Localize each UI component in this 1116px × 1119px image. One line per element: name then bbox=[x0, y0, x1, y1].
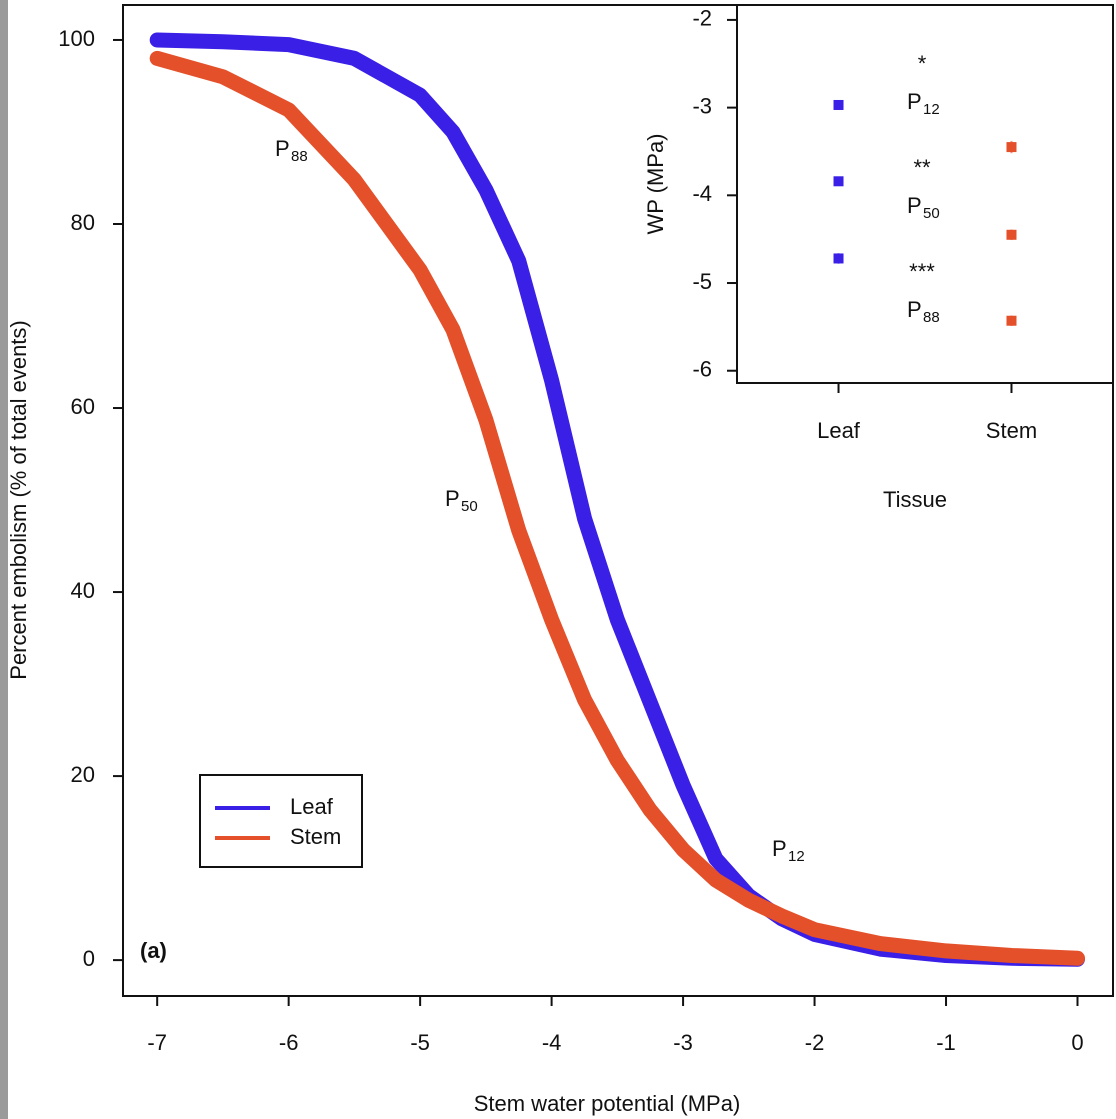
y-tick-label: 0 bbox=[83, 946, 95, 971]
point bbox=[833, 99, 844, 110]
significance-label: ** bbox=[913, 155, 931, 180]
x-tick-label: -1 bbox=[936, 1030, 956, 1055]
series-label: P bbox=[907, 89, 922, 114]
y-tick-label: 60 bbox=[71, 394, 95, 419]
annotation-subscript: 50 bbox=[461, 498, 478, 515]
inset-y-axis-label: WP (MPa) bbox=[643, 133, 668, 234]
inset-x-tick-label: Stem bbox=[986, 418, 1037, 443]
x-axis-label: Stem water potential (MPa) bbox=[474, 1091, 741, 1116]
y-tick-label: 40 bbox=[71, 578, 95, 603]
annotation: P bbox=[445, 486, 460, 511]
inset-y-tick-label: -4 bbox=[692, 181, 712, 206]
significance-label: *** bbox=[909, 259, 935, 284]
annotation-subscript: 88 bbox=[291, 148, 308, 165]
series-label-subscript: 12 bbox=[923, 101, 940, 118]
inset-y-tick-label: -5 bbox=[692, 269, 712, 294]
inset-frame bbox=[736, 4, 1114, 384]
inset-y-tick-label: -3 bbox=[692, 93, 712, 118]
point bbox=[833, 253, 844, 264]
legend-label: Stem bbox=[290, 824, 341, 849]
y-tick-label: 100 bbox=[58, 26, 95, 51]
annotation-subscript: 12 bbox=[788, 848, 805, 865]
series-label-subscript: 50 bbox=[923, 205, 940, 222]
x-tick-label: -5 bbox=[410, 1030, 430, 1055]
y-axis-label: Percent embolism (% of total events) bbox=[6, 320, 31, 679]
point bbox=[833, 176, 844, 187]
legend-box bbox=[199, 774, 363, 868]
series-line bbox=[149, 50, 1085, 966]
point bbox=[1006, 142, 1017, 153]
significance-label: * bbox=[918, 51, 927, 76]
annotation: P bbox=[772, 836, 787, 861]
annotation: (a) bbox=[140, 938, 167, 963]
inset-y-tick-label: -6 bbox=[692, 357, 712, 382]
series-label-subscript: 88 bbox=[923, 309, 940, 326]
y-tick-label: 20 bbox=[71, 762, 95, 787]
series-label: P bbox=[907, 297, 922, 322]
legend-label: Leaf bbox=[290, 794, 334, 819]
plot-frame bbox=[122, 4, 1114, 997]
x-tick-label: -7 bbox=[147, 1030, 167, 1055]
edge-strip bbox=[0, 0, 8, 1119]
y-tick-label: 80 bbox=[71, 210, 95, 235]
point bbox=[1006, 229, 1017, 240]
x-tick-label: 0 bbox=[1071, 1030, 1083, 1055]
annotation: P bbox=[275, 136, 290, 161]
series-label: P bbox=[907, 193, 922, 218]
x-tick-label: -4 bbox=[542, 1030, 562, 1055]
point bbox=[1006, 315, 1017, 326]
inset-y-tick-label: -2 bbox=[692, 6, 712, 31]
x-tick-label: -2 bbox=[805, 1030, 825, 1055]
x-tick-label: -6 bbox=[279, 1030, 299, 1055]
inset-x-tick-label: Leaf bbox=[817, 418, 861, 443]
inset-x-axis-label: Tissue bbox=[883, 487, 947, 512]
x-tick-label: -3 bbox=[673, 1030, 693, 1055]
